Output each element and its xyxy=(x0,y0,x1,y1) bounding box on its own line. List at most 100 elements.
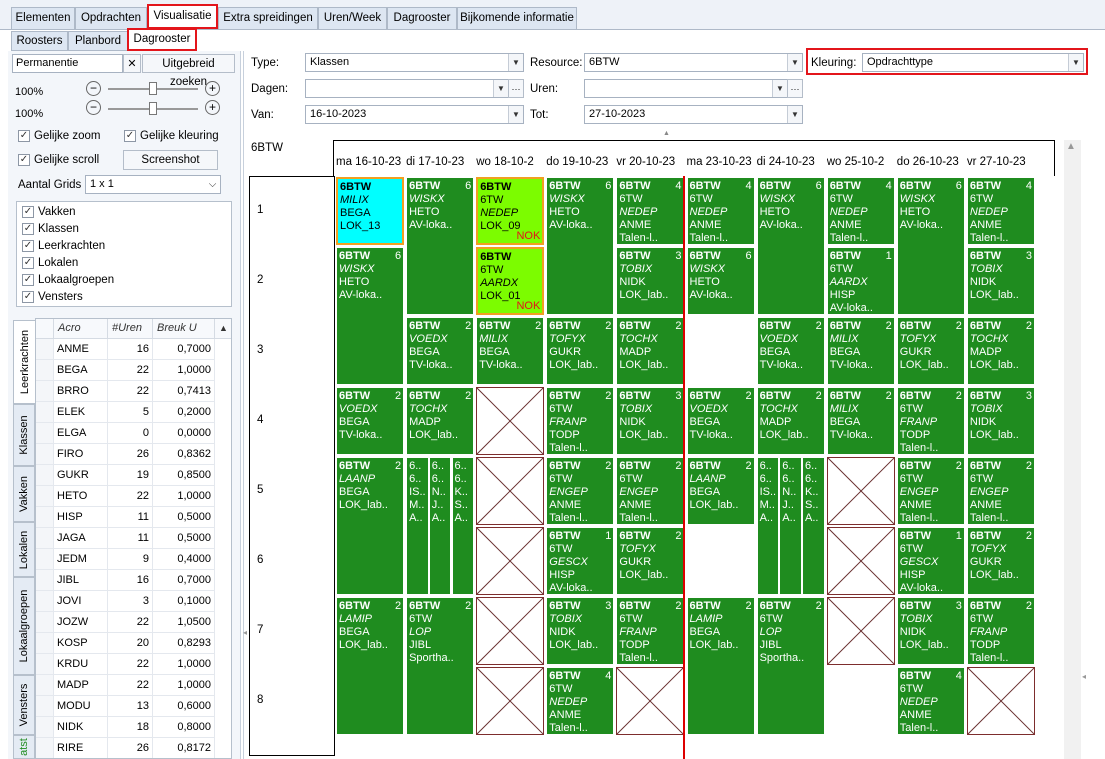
empty-slot[interactable] xyxy=(966,667,1035,735)
lesson-block[interactable]: 6BTW 6TW LOP JIBL Sportha.. 2 xyxy=(756,597,825,735)
checkbox-vakken[interactable]: ✓ Vakken xyxy=(22,206,76,218)
scroll-left-icon[interactable]: ◂ xyxy=(1082,672,1087,681)
table-row[interactable]: JOZW 22 1,0500 xyxy=(36,612,215,633)
row-indicator[interactable] xyxy=(36,633,54,654)
lesson-block[interactable]: 6BTW WISKX HETO AV-loka.. 6 xyxy=(336,247,405,385)
tot-date-input[interactable]: 27-10-2023 ▼ xyxy=(584,105,803,124)
lesson-block[interactable]: 6BTW 6TW NEDEP ANME Talen-l.. 4 xyxy=(896,667,965,735)
lesson-block[interactable]: 6BTW TOFYX GUKR LOK_lab.. 2 xyxy=(546,317,615,385)
row-indicator[interactable] xyxy=(36,549,54,570)
tab-opdrachten[interactable]: Opdrachten xyxy=(75,7,147,29)
row-indicator[interactable] xyxy=(36,360,54,381)
day-header[interactable]: vr 27-10-23 xyxy=(966,156,1026,168)
row-indicator[interactable] xyxy=(36,738,54,758)
zoom-out-icon[interactable]: − xyxy=(86,100,101,115)
table-row[interactable]: HETO 22 1,0000 xyxy=(36,486,215,507)
equal-color-checkbox[interactable]: ✓ Gelijke kleuring xyxy=(124,130,219,142)
scroll-up-icon[interactable]: ▲ xyxy=(1066,141,1076,152)
table-row[interactable]: KOSP 20 0,8293 xyxy=(36,633,215,654)
empty-slot[interactable] xyxy=(476,597,545,665)
checkbox-leerkrachten[interactable]: ✓ Leerkrachten xyxy=(22,240,106,252)
lesson-block[interactable]: 6BTW 6TW ENGEP ANME Talen-l.. 2 xyxy=(616,457,685,525)
lesson-block[interactable]: 6BTW MILIX BEGA TV-loka.. 2 xyxy=(476,317,545,385)
row-indicator[interactable] xyxy=(36,444,54,465)
lesson-block[interactable]: 6BTW 6TW AARDX HISP AV-loka.. 1 xyxy=(826,247,895,315)
row-indicator[interactable] xyxy=(36,696,54,717)
day-header[interactable]: wo 25-10-2 xyxy=(826,156,885,168)
lesson-block[interactable]: 6BTW 6TW ENGEP ANME Talen-l.. 2 xyxy=(546,457,615,525)
day-header[interactable]: ma 16-10-23 xyxy=(336,156,402,168)
zoom-slider-handle[interactable] xyxy=(149,82,157,95)
lesson-block[interactable]: 6BTW WISKX HETO AV-loka.. 6 xyxy=(896,177,965,315)
lesson-block[interactable]: 6BTW TOFYX GUKR LOK_lab.. 2 xyxy=(896,317,965,385)
day-header[interactable]: di 17-10-23 xyxy=(406,156,465,168)
lesson-block[interactable]: 6BTW 6TW NEDEP ANME Talen-l.. 4 xyxy=(966,177,1035,245)
lesson-block[interactable]: 6BTW LAANP BEGA LOK_lab.. 2 xyxy=(686,457,755,525)
row-indicator[interactable] xyxy=(36,402,54,423)
empty-slot[interactable] xyxy=(826,527,895,595)
lesson-block[interactable]: 6BTW MILIX BEGA TV-loka.. 2 xyxy=(826,317,895,385)
lesson-block-split[interactable]: 6.. 6.. IS.. M.. A.. xyxy=(756,457,780,595)
lesson-block-split[interactable]: 6.. 6.. K.. S.. A.. xyxy=(802,457,825,595)
row-indicator[interactable] xyxy=(36,339,54,360)
vtab-klassen[interactable]: Klassen xyxy=(13,404,35,466)
row-indicator[interactable] xyxy=(36,675,54,696)
lesson-block[interactable]: 6BTW 6TW FRANP TODP Talen-l.. 2 xyxy=(616,597,685,665)
row-indicator[interactable] xyxy=(36,612,54,633)
row-indicator[interactable] xyxy=(36,654,54,675)
table-row[interactable]: BRRO 22 0,7413 xyxy=(36,381,215,402)
empty-slot[interactable] xyxy=(476,387,545,455)
table-row[interactable]: JIBL 16 0,7000 xyxy=(36,570,215,591)
lesson-block-split[interactable]: 6.. 6.. K.. S.. A.. xyxy=(451,457,475,595)
row-indicator[interactable] xyxy=(36,570,54,591)
empty-slot[interactable] xyxy=(476,667,545,735)
lesson-block[interactable]: 6BTW WISKX HETO AV-loka.. 6 xyxy=(686,247,755,315)
grid-header-uren[interactable]: #Uren xyxy=(108,319,153,339)
lesson-block[interactable]: 6BTW 6TW FRANP TODP Talen-l.. 2 xyxy=(896,387,965,455)
lesson-block[interactable]: 6BTW 6TW LOP JIBL Sportha.. 2 xyxy=(406,597,475,735)
lesson-block[interactable]: 6BTW TOBIX NIDK LOK_lab.. 3 xyxy=(616,247,685,315)
vtab-partial[interactable]: atst xyxy=(13,735,35,759)
day-header[interactable]: vr 20-10-23 xyxy=(616,156,676,168)
tab-bijkomende-informatie[interactable]: Bijkomende informatie xyxy=(457,7,577,29)
zoom-in-icon[interactable]: + xyxy=(205,100,220,115)
lesson-block[interactable]: 6BTW WISKX HETO AV-loka.. 6 xyxy=(756,177,825,315)
van-date-input[interactable]: 16-10-2023 ▼ xyxy=(305,105,524,124)
tab-elementen[interactable]: Elementen xyxy=(11,7,75,29)
table-row[interactable]: ELEK 5 0,2000 xyxy=(36,402,215,423)
row-indicator[interactable] xyxy=(36,381,54,402)
subtab-planbord[interactable]: Planbord xyxy=(68,31,128,51)
lesson-block[interactable]: 6BTW 6TW FRANP TODP Talen-l.. 2 xyxy=(546,387,615,455)
lesson-block[interactable]: 6BTW TOBIX NIDK LOK_lab.. 3 xyxy=(966,247,1035,315)
row-indicator[interactable] xyxy=(36,717,54,738)
day-header[interactable]: ma 23-10-23 xyxy=(686,156,752,168)
lesson-block[interactable]: 6BTW MILIX BEGA TV-loka.. 2 xyxy=(826,387,895,455)
lesson-block[interactable]: 6BTW LAMIP BEGA LOK_lab.. 2 xyxy=(336,597,405,735)
lesson-block[interactable]: 6BTW MILIX BEGA LOK_13 xyxy=(336,177,405,245)
lesson-block[interactable]: 6BTW 6TW FRANP TODP Talen-l.. 2 xyxy=(966,597,1035,665)
table-row[interactable]: ELGA 0 0,0000 xyxy=(36,423,215,444)
lesson-block[interactable]: 6BTW LAANP BEGA LOK_lab.. 2 xyxy=(336,457,405,595)
vertical-scrollbar[interactable] xyxy=(1064,140,1081,759)
empty-slot[interactable] xyxy=(476,527,545,595)
kleuring-select[interactable]: Opdrachttype ▼ xyxy=(862,53,1084,72)
row-indicator[interactable] xyxy=(36,507,54,528)
lesson-block-split[interactable]: 6.. 6.. N.. J.. A.. xyxy=(779,457,802,595)
vtab-vensters[interactable]: Vensters xyxy=(13,675,35,735)
equal-zoom-checkbox[interactable]: ✓ Gelijke zoom xyxy=(18,130,101,142)
scroll-up-icon[interactable]: ▲ xyxy=(215,319,231,339)
lesson-block[interactable]: 6BTW VOEDX BEGA TV-loka.. 2 xyxy=(336,387,405,455)
clear-search-button[interactable]: ✕ xyxy=(123,54,141,73)
lesson-block[interactable]: 6BTW 6TW GESCX HISP AV-loka.. 1 xyxy=(546,527,615,595)
table-row[interactable]: NIDK 18 0,8000 xyxy=(36,717,215,738)
collapse-left-icon[interactable]: ◂ xyxy=(243,628,248,637)
checkbox-klassen[interactable]: ✓ Klassen xyxy=(22,223,79,235)
lesson-block[interactable]: 6BTW 6TW NEDEP ANME Talen-l.. 4 xyxy=(686,177,755,245)
checkbox-lokalen[interactable]: ✓ Lokalen xyxy=(22,257,79,269)
table-row[interactable]: JAGA 11 0,5000 xyxy=(36,528,215,549)
lesson-block[interactable]: 6BTW TOBIX NIDK LOK_lab.. 3 xyxy=(966,387,1035,455)
collapse-up-icon[interactable]: ▲ xyxy=(663,130,670,137)
row-indicator[interactable] xyxy=(36,528,54,549)
row-indicator[interactable] xyxy=(36,591,54,612)
lesson-block[interactable]: 6BTW TOCHX MADP LOK_lab.. 2 xyxy=(616,317,685,385)
